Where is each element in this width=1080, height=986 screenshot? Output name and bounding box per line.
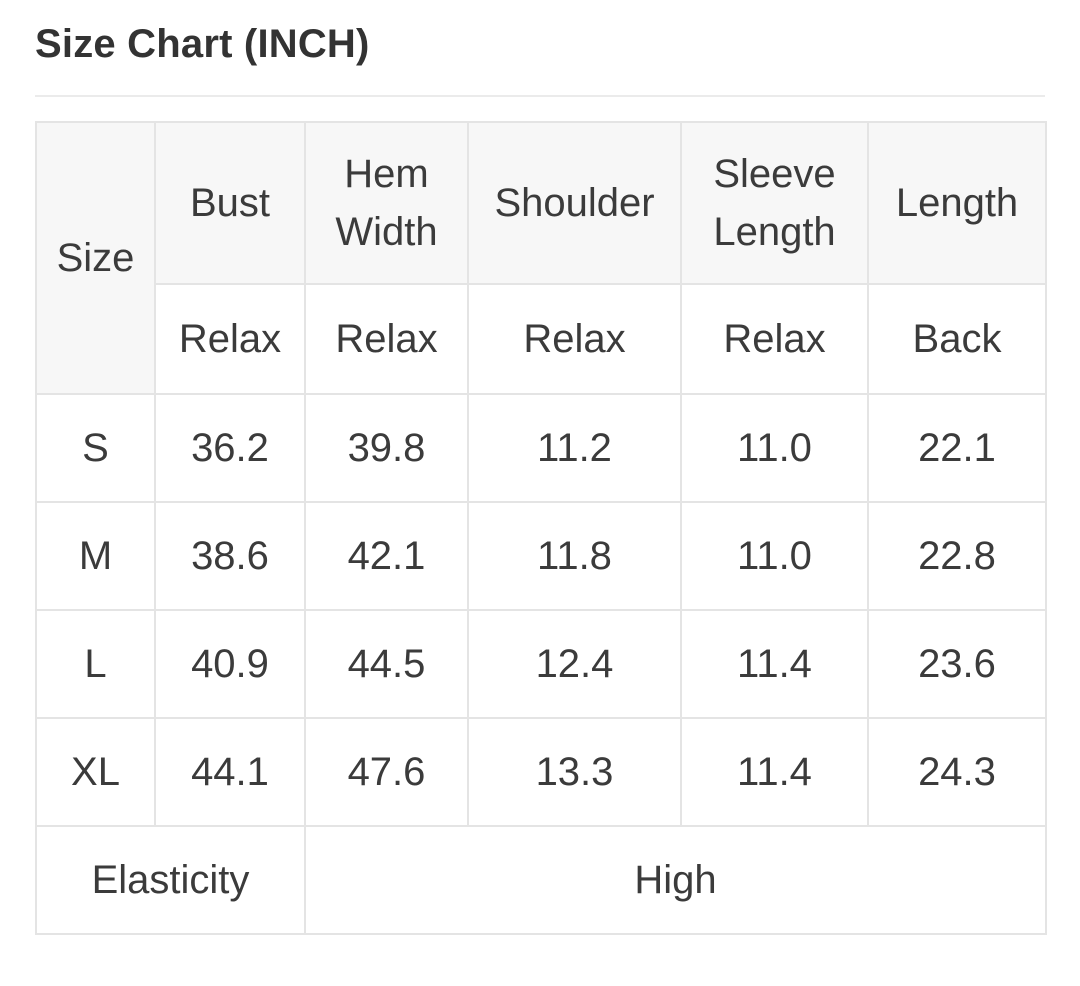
measurement-cell: 44.1: [154, 717, 306, 827]
column-header-length: Length: [867, 121, 1047, 285]
measurement-cell: 24.3: [867, 717, 1047, 827]
measurement-cell: 36.2: [154, 393, 306, 503]
size-label-cell: M: [35, 501, 156, 611]
table-row-size-xl: XL 44.1 47.6 13.3 11.4 24.3: [35, 717, 1047, 827]
measurement-cell: 12.4: [467, 609, 682, 719]
column-header-sleeve-length: Sleeve Length: [680, 121, 869, 285]
title-divider: [35, 95, 1045, 97]
column-header-hem-width: Hem Width: [304, 121, 469, 285]
measurement-cell: 40.9: [154, 609, 306, 719]
measurement-cell: 38.6: [154, 501, 306, 611]
header-row-fit-type: Relax Relax Relax Relax Back: [36, 283, 1047, 395]
measurement-cell: 11.2: [467, 393, 682, 503]
measurement-cell: 11.4: [680, 717, 869, 827]
measurement-cell: 11.8: [467, 501, 682, 611]
page-title: Size Chart (INCH): [35, 22, 370, 66]
measurement-cell: 39.8: [304, 393, 469, 503]
subheader-bust-relax: Relax: [154, 283, 306, 395]
column-header-shoulder: Shoulder: [467, 121, 682, 285]
subheader-hem-width-relax: Relax: [304, 283, 469, 395]
measurement-cell: 11.0: [680, 501, 869, 611]
measurement-cell: 47.6: [304, 717, 469, 827]
size-label-cell: S: [35, 393, 156, 503]
table-row-size-l: L 40.9 44.5 12.4 11.4 23.6: [35, 609, 1047, 719]
measurement-cell: 13.3: [467, 717, 682, 827]
size-chart-table: Size Bust Hem Width Shoulder Sleeve Leng…: [35, 121, 1047, 935]
elasticity-value: High: [304, 825, 1047, 935]
subheader-length-back: Back: [867, 283, 1047, 395]
size-label-cell: XL: [35, 717, 156, 827]
measurement-cell: 42.1: [304, 501, 469, 611]
measurement-cell: 22.1: [867, 393, 1047, 503]
column-header-size: Size: [35, 121, 156, 395]
elasticity-row: Elasticity High: [35, 825, 1047, 935]
size-chart-section: Size Chart (INCH) Size Bust Hem Width Sh…: [0, 20, 1080, 935]
table-row-size-m: M 38.6 42.1 11.8 11.0 22.8: [35, 501, 1047, 611]
measurement-cell: 23.6: [867, 609, 1047, 719]
measurement-cell: 11.0: [680, 393, 869, 503]
measurement-cell: 22.8: [867, 501, 1047, 611]
measurement-cell: 44.5: [304, 609, 469, 719]
elasticity-label: Elasticity: [35, 825, 306, 935]
size-label-cell: L: [35, 609, 156, 719]
subheader-shoulder-relax: Relax: [467, 283, 682, 395]
measurement-cell: 11.4: [680, 609, 869, 719]
column-header-bust: Bust: [154, 121, 306, 285]
table-row-size-s: S 36.2 39.8 11.2 11.0 22.1: [35, 393, 1047, 503]
header-row-measurements: Size Bust Hem Width Shoulder Sleeve Leng…: [35, 121, 1047, 395]
subheader-sleeve-length-relax: Relax: [680, 283, 869, 395]
